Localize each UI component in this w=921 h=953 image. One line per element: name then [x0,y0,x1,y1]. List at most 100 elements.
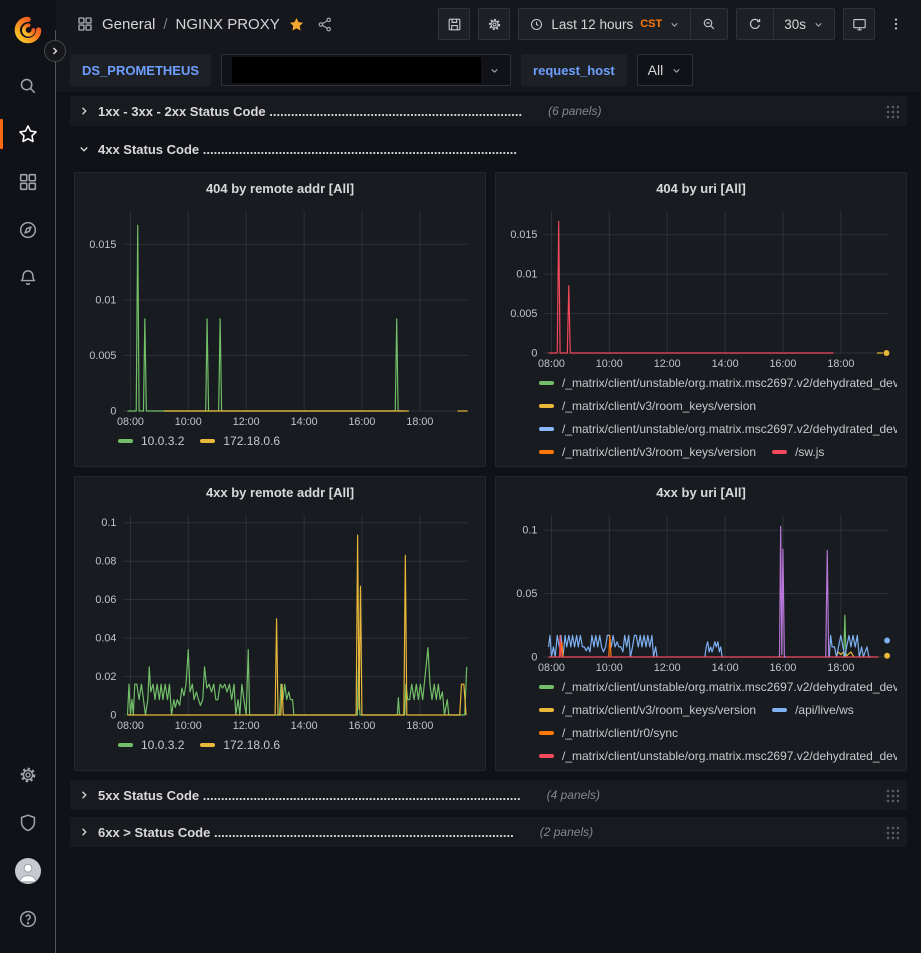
row-panel-count: (6 panels) [548,104,602,118]
y-axis-label: 0.02 [95,671,116,683]
row-panel-count: (4 panels) [546,788,600,802]
legend-swatch [118,743,133,747]
sidebar-item-alerting[interactable] [8,258,48,298]
legend-label: /_matrix/client/unstable/org.matrix.msc2… [562,680,897,694]
chevron-down-icon [78,143,90,155]
series-line [825,549,830,658]
panel-title[interactable]: 4xx by uri [All] [656,485,746,500]
sidebar [0,0,56,953]
row-title: 6xx > Status Code ......................… [98,824,514,840]
legend-label: /_matrix/client/unstable/org.matrix.msc2… [562,422,897,436]
y-axis-label: 0 [531,347,537,359]
legend-item[interactable]: /_matrix/client/v3/room_keys/version [539,399,756,413]
row-4xx[interactable]: 4xx Status Code ........................… [70,134,907,164]
legend-swatch [539,381,554,385]
variable-select-request-host[interactable]: All [636,54,694,86]
kiosk-mode-button[interactable] [843,8,875,40]
legend-swatch [539,450,554,454]
legend-item[interactable]: /_matrix/client/r0/sync [539,726,678,740]
search-icon [20,78,36,94]
time-range-picker[interactable]: Last 12 hours CST [519,9,690,39]
x-axis-label: 14:00 [291,720,318,732]
sidebar-item-configuration[interactable] [8,755,48,795]
x-axis-label: 08:00 [538,662,565,674]
dashboard-settings-button[interactable] [478,8,511,40]
y-axis-label: 0.08 [95,556,116,568]
row-drag-handle[interactable] [884,823,899,841]
legend-item[interactable]: /_matrix/client/unstable/org.matrix.msc2… [539,749,897,763]
legend-item[interactable]: 10.0.3.2 [118,738,184,752]
legend-item[interactable]: /_matrix/client/unstable/org.matrix.msc2… [539,680,897,694]
breadcrumb-section[interactable]: General [102,15,156,33]
x-axis-label: 18:00 [406,416,433,428]
legend-label: /api/live/ws [795,703,854,717]
sidebar-item-dashboards[interactable] [8,162,48,202]
row-drag-handle[interactable] [884,786,899,804]
more-options-button[interactable] [883,8,909,40]
sidebar-item-server-admin[interactable] [8,803,48,843]
panel-4: 4xx by uri [All] 0 0.05 0.1 08:00 10:00 12:00 1… [495,476,907,771]
legend-swatch [200,439,216,443]
legend-item[interactable]: 172.18.0.6 [200,738,280,752]
share-icon[interactable] [317,16,334,33]
panel-title[interactable]: 404 by uri [All] [656,181,746,196]
time-series-chart[interactable]: 0 0.005 0.01 0.015 08:00 10:00 12:00 14:00 16:00… [84,202,476,428]
sidebar-item-profile[interactable] [8,851,48,891]
refresh-button[interactable] [737,9,773,39]
legend-item[interactable]: /_matrix/client/unstable/org.matrix.msc2… [539,422,897,436]
sidebar-item-explore[interactable] [8,210,48,250]
x-axis-label: 16:00 [769,358,796,370]
legend-item[interactable]: /api/live/ws [772,703,854,717]
row-title: 5xx Status Code ........................… [98,787,521,803]
row-drag-handle[interactable] [884,102,899,120]
time-series-chart[interactable]: 0 0.05 0.1 08:00 10:00 12:00 14:00 16:00 18:00 [505,506,897,674]
legend-item[interactable]: /sw.js [772,445,824,459]
x-axis-label: 08:00 [538,358,565,370]
y-axis-label: 0.06 [95,594,116,606]
x-axis-label: 16:00 [769,662,796,674]
chevron-right-icon [53,47,58,55]
chevron-right-icon [78,105,90,117]
panel-legend: 10.0.3.2 172.18.0.6 [84,732,476,752]
legend-label: /_matrix/client/unstable/org.matrix.msc2… [562,376,897,390]
settings-icon [488,18,501,30]
refresh-interval-picker[interactable]: 30s [773,9,834,39]
variable-select-ds-prometheus[interactable] [221,54,512,86]
series-line [828,634,872,658]
shield-icon [20,814,36,832]
legend-item[interactable]: /_matrix/client/v3/room_keys/version [539,445,756,459]
zoom-out-button[interactable] [690,9,727,39]
legend-swatch [539,708,554,712]
legend-swatch [772,450,788,454]
main-area: General / NGINX PROXY [56,0,921,953]
legend-item[interactable]: 10.0.3.2 [118,434,184,448]
grafana-logo[interactable] [8,10,48,50]
panel-legend: 10.0.3.2 172.18.0.6 [84,428,476,448]
legend-item[interactable]: 172.18.0.6 [200,434,280,448]
legend-swatch [772,708,788,712]
row-5xx[interactable]: 5xx Status Code ........................… [70,780,907,810]
y-axis-label: 0.015 [510,229,537,241]
dashboard-variables-bar: DS_PROMETHEUS request_host All [56,48,921,92]
sidebar-item-help[interactable] [8,899,48,939]
time-series-chart[interactable]: 0 0.005 0.01 0.015 08:00 10:00 12:00 14:00 16:00… [505,202,897,370]
legend-swatch [539,731,554,735]
row-6xx[interactable]: 6xx > Status Code ......................… [70,817,907,847]
sidebar-item-starred[interactable] [0,114,48,154]
legend-item[interactable]: /_matrix/client/unstable/org.matrix.msc2… [539,376,897,390]
series-line [704,641,723,658]
legend-label: 10.0.3.2 [141,434,185,448]
panel-title[interactable]: 404 by remote addr [All] [205,181,355,196]
sidebar-expand-button[interactable] [44,40,66,62]
row-1xx-3xx-2xx[interactable]: 1xx - 3xx - 2xx Status Code ............… [70,96,907,126]
save-dashboard-button[interactable] [438,8,471,40]
variable-label-ds-prometheus: DS_PROMETHEUS [70,54,212,86]
star-filled-icon[interactable] [288,16,305,33]
legend-item[interactable]: /_matrix/client/v3/room_keys/version [539,703,756,717]
time-series-chart[interactable]: 0 0.02 0.04 0.06 0.08 0.1 08:00 10:00 12:00 14:00… [84,506,476,732]
sidebar-item-search[interactable] [8,66,48,106]
series-line [127,224,404,412]
refresh-interval-label: 30s [784,16,806,32]
panel-title[interactable]: 4xx by remote addr [All] [205,485,355,500]
top-nav: General / NGINX PROXY [56,0,921,48]
